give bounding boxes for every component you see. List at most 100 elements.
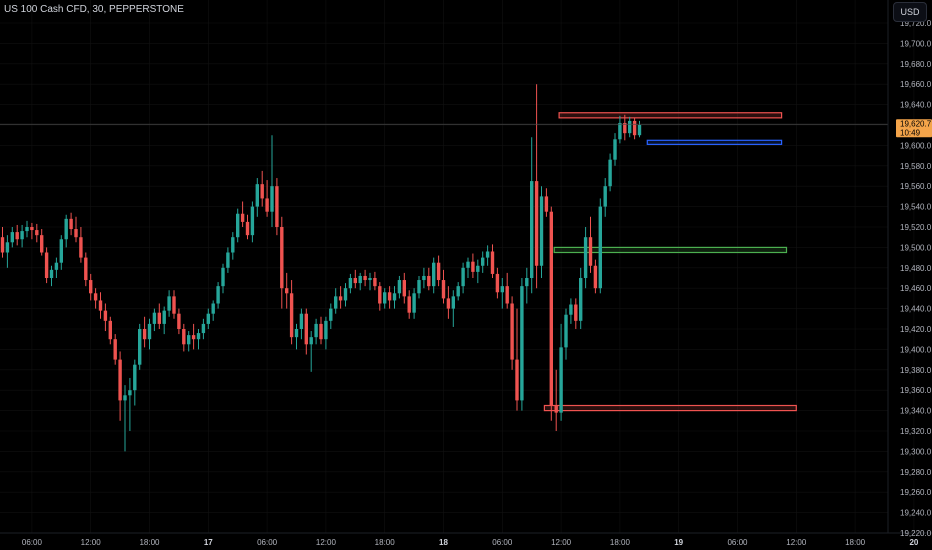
y-tick-label: 19,400.0 [900, 345, 932, 354]
candle-body [588, 237, 593, 266]
y-tick-label: 19,500.0 [900, 243, 932, 252]
x-tick-label: 06:00 [727, 538, 748, 547]
candle-body [30, 227, 34, 231]
x-tick-label: 12:00 [786, 538, 807, 547]
candle-body [554, 405, 558, 413]
candle-body [152, 312, 157, 324]
candle-body [10, 232, 14, 243]
candle-body [407, 296, 411, 313]
candle-body [603, 186, 607, 207]
candle-body [632, 120, 637, 136]
current-price-badge: 19,620.7 10:49 [896, 119, 932, 138]
candle-body [334, 296, 338, 309]
candle-body [201, 323, 206, 334]
x-tick-label: 12:00 [551, 538, 572, 547]
x-tick-label: 12:00 [81, 538, 102, 547]
candle-body [358, 275, 362, 284]
candle-body [623, 122, 627, 134]
candle-body [446, 298, 451, 309]
candles-layer [0, 84, 642, 452]
candle-body [133, 364, 137, 391]
y-tick-label: 19,220.0 [900, 529, 932, 538]
candle-body [412, 293, 416, 313]
candle-body [270, 186, 274, 212]
candle-body [368, 278, 372, 281]
y-tick-label: 19,600.0 [900, 141, 932, 150]
candle-body [187, 335, 191, 345]
candle-body [128, 390, 132, 396]
x-tick-label: 12:00 [316, 538, 337, 547]
y-tick-label: 19,540.0 [900, 203, 932, 212]
candle-body [618, 122, 622, 140]
candle-body [427, 275, 431, 287]
x-tick-label: 06:00 [22, 538, 43, 547]
candle-body [245, 221, 250, 236]
candle-body [206, 313, 210, 324]
candle-body [108, 320, 112, 340]
candle-body [35, 230, 39, 236]
candle-body [329, 308, 333, 321]
time-axis[interactable]: 06:00 12:00 18:00 17 06:00 12:00 18:00 18 06:00 1… [22, 538, 919, 547]
x-tick-label: 06:00 [257, 538, 278, 547]
y-tick-label: 19,480.0 [900, 264, 932, 273]
candle-body [471, 261, 475, 272]
candle-body [481, 257, 485, 266]
candle-body [191, 335, 196, 340]
candle-body [534, 181, 539, 266]
candle-body [255, 184, 259, 207]
candle-body [147, 323, 152, 340]
candle-body [98, 300, 103, 311]
candle-body [505, 286, 509, 304]
candle-body [113, 339, 117, 360]
candle-body [530, 181, 534, 278]
x-tick-label: 18 [439, 538, 448, 547]
price-badge-box [896, 119, 932, 138]
y-tick-label: 19,260.0 [900, 488, 932, 497]
candle-body [0, 237, 5, 253]
candle-body [520, 286, 524, 401]
candle-body [236, 213, 240, 238]
currency-button[interactable]: USD [893, 2, 927, 22]
y-tick-label: 19,440.0 [900, 305, 932, 314]
candle-body [608, 159, 612, 187]
candle-body [510, 303, 514, 360]
candle-body [387, 292, 392, 301]
candle-body [142, 329, 147, 340]
candle-body [598, 206, 602, 289]
candle-body [461, 267, 465, 287]
candle-body [167, 296, 171, 311]
candle-body [118, 359, 122, 401]
candle-body [432, 262, 436, 287]
zone-demand-blue [646, 139, 783, 145]
candle-body [579, 278, 583, 321]
candle-body [299, 313, 304, 329]
candle-body [466, 261, 470, 268]
candle-body [583, 237, 588, 278]
candle-body [343, 288, 348, 301]
candle-body [628, 120, 632, 134]
candle-body [25, 227, 29, 232]
candle-body [221, 267, 225, 287]
candle-body [182, 329, 186, 345]
y-tick-label: 19,360.0 [900, 386, 932, 395]
y-tick-label: 19,720.0 [900, 19, 932, 28]
y-tick-label: 19,380.0 [900, 366, 932, 375]
candle-body [231, 237, 235, 253]
candle-body [392, 293, 397, 301]
candle-body [564, 314, 568, 348]
x-tick-label: 17 [204, 538, 213, 547]
candle-body [569, 304, 573, 315]
candle-body [476, 265, 480, 272]
candle-body [84, 257, 88, 281]
x-tick-label: 18:00 [139, 538, 160, 547]
y-tick-label: 19,240.0 [900, 509, 932, 518]
candle-body [525, 278, 529, 287]
candle-body [59, 239, 63, 263]
candle-body [49, 269, 54, 278]
candle-body [485, 251, 490, 258]
y-tick-label: 19,580.0 [900, 162, 932, 171]
candle-body [304, 313, 308, 345]
candle-body [324, 320, 328, 340]
candle-body [40, 235, 44, 253]
